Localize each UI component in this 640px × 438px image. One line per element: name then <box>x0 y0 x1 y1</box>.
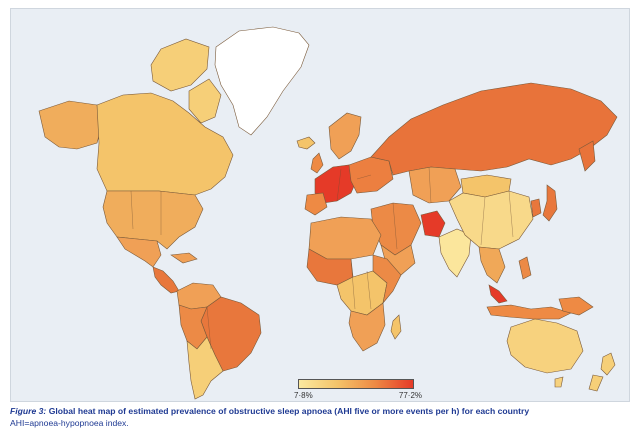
figure-title: Global heat map of estimated prevalence … <box>48 406 530 416</box>
region-australia[interactable] <box>506 318 584 374</box>
region-russia[interactable] <box>370 82 618 176</box>
region-canada-islands[interactable] <box>150 38 210 92</box>
region-korea[interactable] <box>530 198 542 218</box>
region-southern-africa[interactable] <box>348 302 386 352</box>
figure-label: Figure 3: <box>10 406 47 416</box>
region-alaska[interactable] <box>38 100 104 150</box>
region-mexico[interactable] <box>116 236 162 268</box>
region-papua[interactable] <box>558 296 594 316</box>
region-canada[interactable] <box>96 92 234 196</box>
figure-caption: Figure 3: Global heat map of estimated p… <box>10 406 630 417</box>
legend-min-label: 7·8% <box>294 391 313 400</box>
region-new-zealand-south[interactable] <box>588 374 604 392</box>
region-iberia[interactable] <box>304 192 328 216</box>
region-indonesia[interactable] <box>486 304 572 320</box>
region-uk[interactable] <box>310 152 324 174</box>
region-philippines[interactable] <box>518 256 532 280</box>
region-indochina[interactable] <box>478 246 506 284</box>
region-iceland[interactable] <box>296 136 316 150</box>
country-borders <box>130 166 514 350</box>
region-kamchatka[interactable] <box>578 140 596 172</box>
region-central-america[interactable] <box>152 266 180 294</box>
region-china[interactable] <box>448 190 534 250</box>
region-north-africa[interactable] <box>308 216 382 260</box>
region-malaysia[interactable] <box>488 284 508 304</box>
legend-max-label: 77·2% <box>398 391 422 400</box>
color-legend: 7·8% 77·2% <box>294 379 422 401</box>
region-new-zealand[interactable] <box>600 352 616 376</box>
map-frame: 7·8% 77·2% <box>10 8 630 402</box>
region-middle-east[interactable] <box>370 202 422 256</box>
region-baffin[interactable] <box>188 78 222 124</box>
region-india[interactable] <box>438 228 472 278</box>
region-central-asia[interactable] <box>408 166 462 204</box>
region-greenland[interactable] <box>214 26 310 136</box>
region-madagascar[interactable] <box>390 314 402 340</box>
region-usa[interactable] <box>102 190 204 250</box>
region-east-africa[interactable] <box>372 254 402 304</box>
region-scandinavia[interactable] <box>328 112 362 160</box>
figure-footnote: AHI=apnoea-hypopnoea index. <box>10 418 129 428</box>
region-caribbean[interactable] <box>170 252 198 264</box>
region-japan[interactable] <box>542 184 558 222</box>
region-pakistan[interactable] <box>420 210 446 238</box>
region-argentina-chile[interactable] <box>186 336 224 400</box>
world-heat-map <box>38 26 618 400</box>
region-tasmania[interactable] <box>554 376 564 388</box>
legend-gradient-bar <box>298 379 414 389</box>
